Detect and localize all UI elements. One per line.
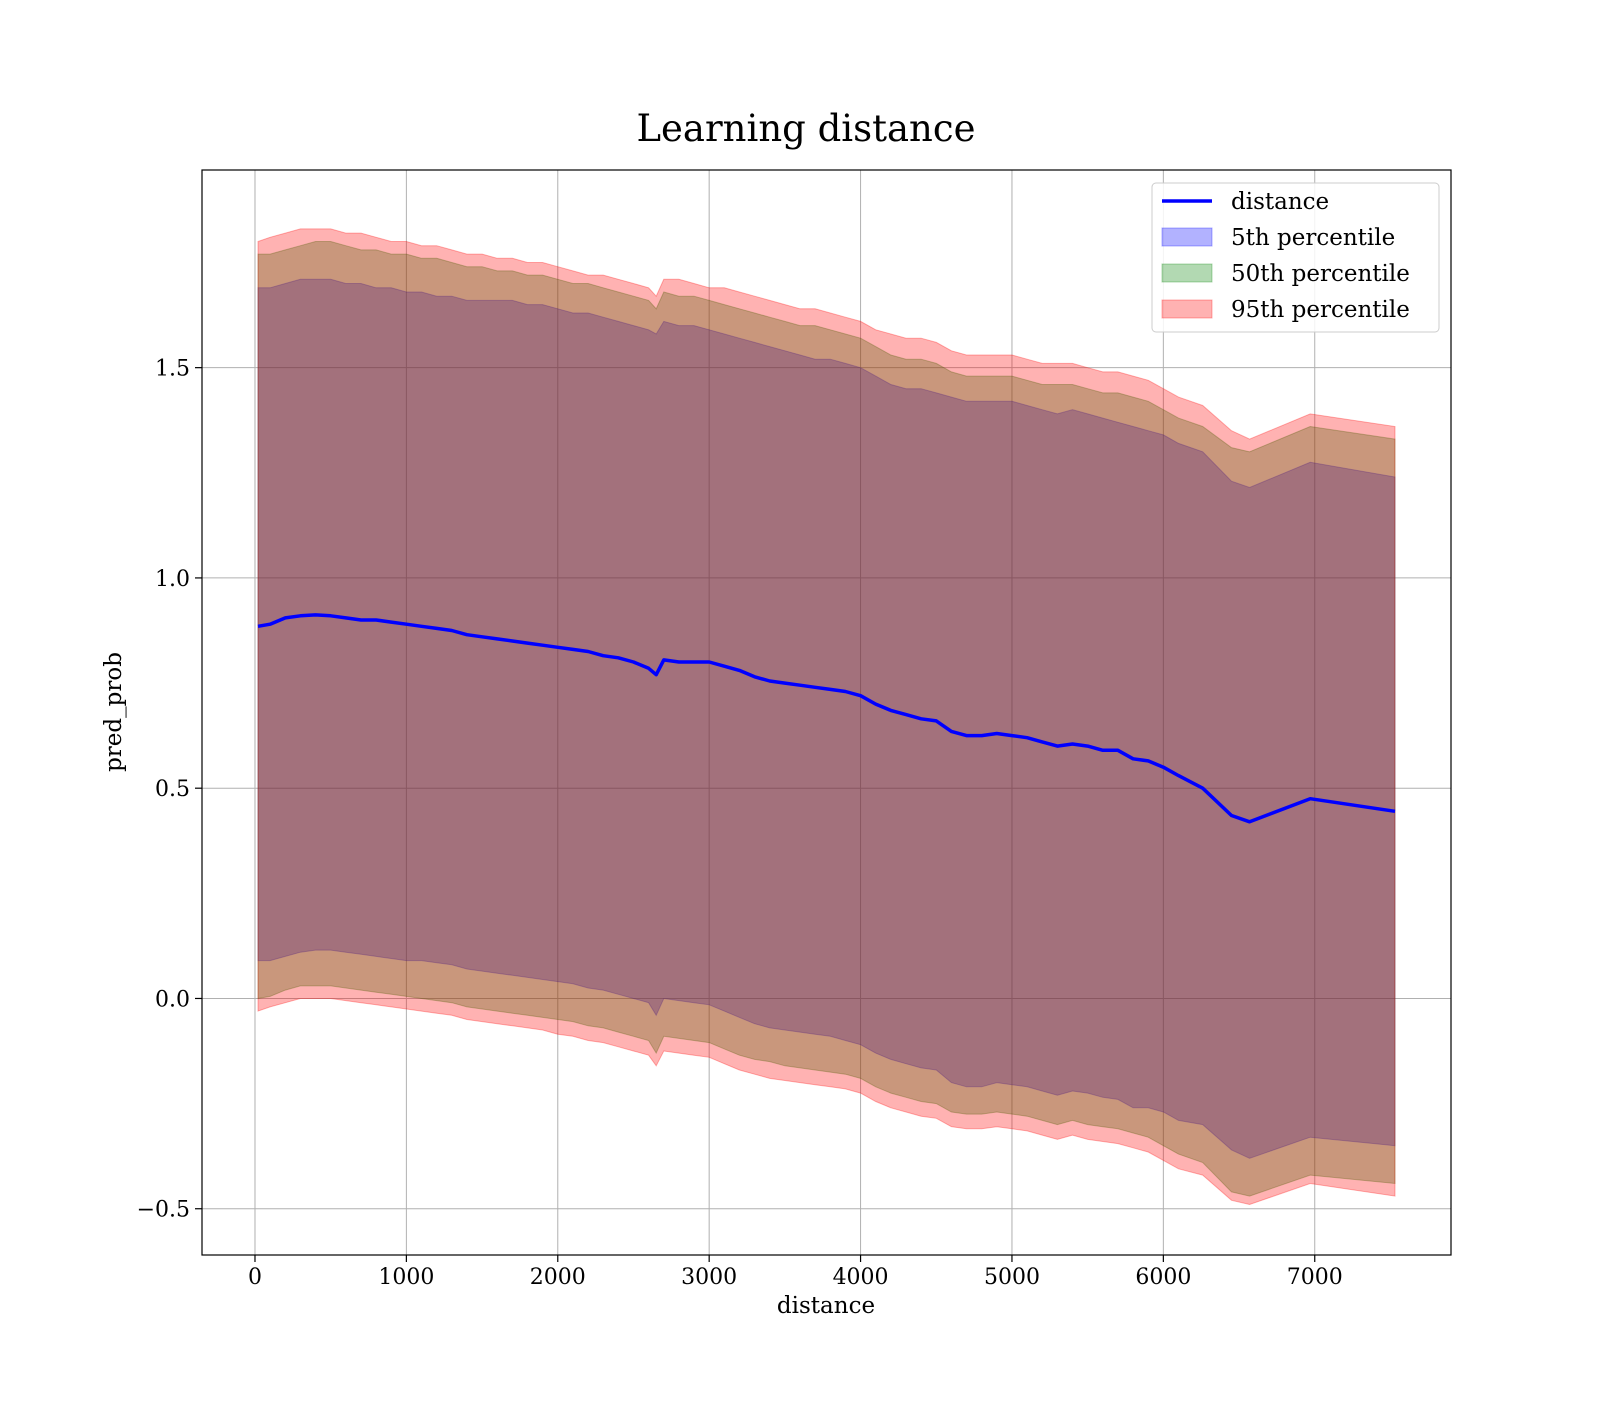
y-axis-ticks: −0.5 0.0 0.5 1.0 1.5 bbox=[137, 357, 202, 1223]
y-tick-label: 0.5 bbox=[155, 777, 190, 802]
x-tick-label: 2000 bbox=[530, 1265, 586, 1290]
x-axis-ticks: 0 1000 2000 3000 4000 5000 6000 7000 bbox=[248, 1255, 1343, 1290]
legend-patch-50th bbox=[1161, 263, 1213, 283]
band-95th-percentile bbox=[257, 228, 1396, 1206]
legend-patch-95th bbox=[1161, 299, 1213, 319]
x-tick-label: 1000 bbox=[378, 1265, 434, 1290]
legend-label-distance: distance bbox=[1231, 189, 1329, 215]
series-line-distance bbox=[257, 613, 1396, 824]
distance-line bbox=[257, 613, 1396, 824]
legend: distance 5th percentile 50th percentile … bbox=[1151, 182, 1440, 333]
x-tick-label: 7000 bbox=[1287, 1265, 1343, 1290]
x-axis-label: distance bbox=[777, 1293, 875, 1319]
percentile-bands bbox=[257, 228, 1396, 1206]
y-tick-label: 0.0 bbox=[155, 987, 190, 1012]
legend-box bbox=[1151, 182, 1440, 333]
legend-label-50th: 50th percentile bbox=[1231, 261, 1410, 287]
band-50th-percentile bbox=[257, 241, 1396, 1197]
legend-label-5th: 5th percentile bbox=[1231, 225, 1395, 251]
y-tick-label: 1.0 bbox=[155, 567, 190, 592]
x-tick-label: 3000 bbox=[681, 1265, 737, 1290]
x-tick-label: 0 bbox=[248, 1265, 262, 1290]
y-tick-label: 1.5 bbox=[155, 357, 190, 382]
plot-frame bbox=[201, 169, 1452, 1256]
legend-patch-5th bbox=[1161, 227, 1213, 247]
x-tick-label: 4000 bbox=[833, 1265, 889, 1290]
chart-title: Learning distance bbox=[636, 107, 975, 150]
band-5th-percentile bbox=[257, 278, 1396, 1159]
y-axis-label: pred_prob bbox=[101, 652, 127, 772]
x-tick-label: 5000 bbox=[984, 1265, 1040, 1290]
y-tick-label: −0.5 bbox=[137, 1198, 190, 1223]
grid-lines bbox=[202, 170, 1451, 1255]
legend-label-95th: 95th percentile bbox=[1231, 297, 1410, 323]
x-tick-label: 6000 bbox=[1135, 1265, 1191, 1290]
